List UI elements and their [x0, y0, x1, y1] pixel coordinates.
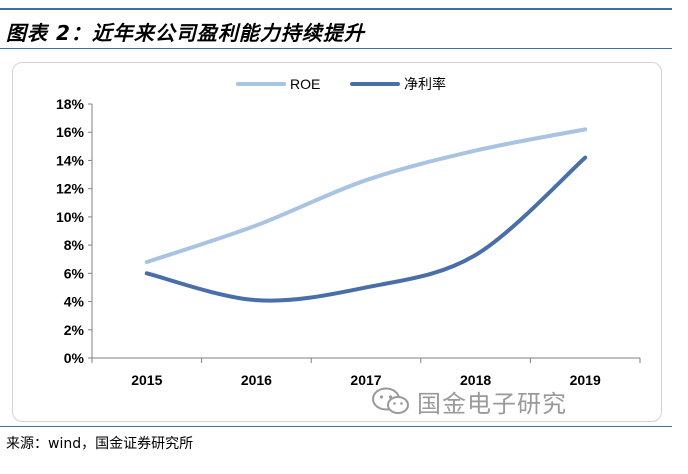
y-tick-label: 2% — [64, 322, 85, 338]
source-note: 来源：wind，国金证券研究所 — [6, 436, 194, 452]
legend-label-2: 净利率 — [404, 76, 446, 92]
watermark: 国金电子研究 — [371, 383, 567, 419]
y-tick-label: 10% — [56, 209, 85, 225]
y-tick-label: 18% — [56, 96, 85, 112]
y-tick-label: 0% — [64, 350, 85, 366]
wechat-icon — [372, 387, 409, 414]
y-tick-label: 6% — [64, 265, 85, 281]
x-tick-label: 2016 — [241, 372, 272, 388]
x-tick-label: 2018 — [460, 372, 491, 388]
x-tick-label: 2019 — [570, 372, 601, 388]
y-tick-label: 14% — [56, 152, 85, 168]
y-tick-label: 8% — [64, 237, 85, 253]
watermark-text: 国金电子研究 — [417, 389, 567, 418]
series-line-2 — [144, 155, 588, 303]
chart-frame — [12, 62, 662, 422]
x-tick-label: 2015 — [131, 372, 162, 388]
y-tick-label: 4% — [64, 294, 85, 310]
figure-title: 图表 2：近年来公司盈利能力持续提升 — [6, 21, 365, 45]
title-rule — [0, 48, 672, 49]
top-rule — [0, 8, 672, 10]
y-tick-label: 16% — [56, 124, 85, 140]
series-line-1 — [144, 127, 588, 265]
source-rule — [0, 426, 672, 427]
y-tick-label: 12% — [56, 181, 85, 197]
legend-label-1: ROE — [290, 76, 320, 92]
x-tick-label: 2017 — [350, 372, 381, 388]
